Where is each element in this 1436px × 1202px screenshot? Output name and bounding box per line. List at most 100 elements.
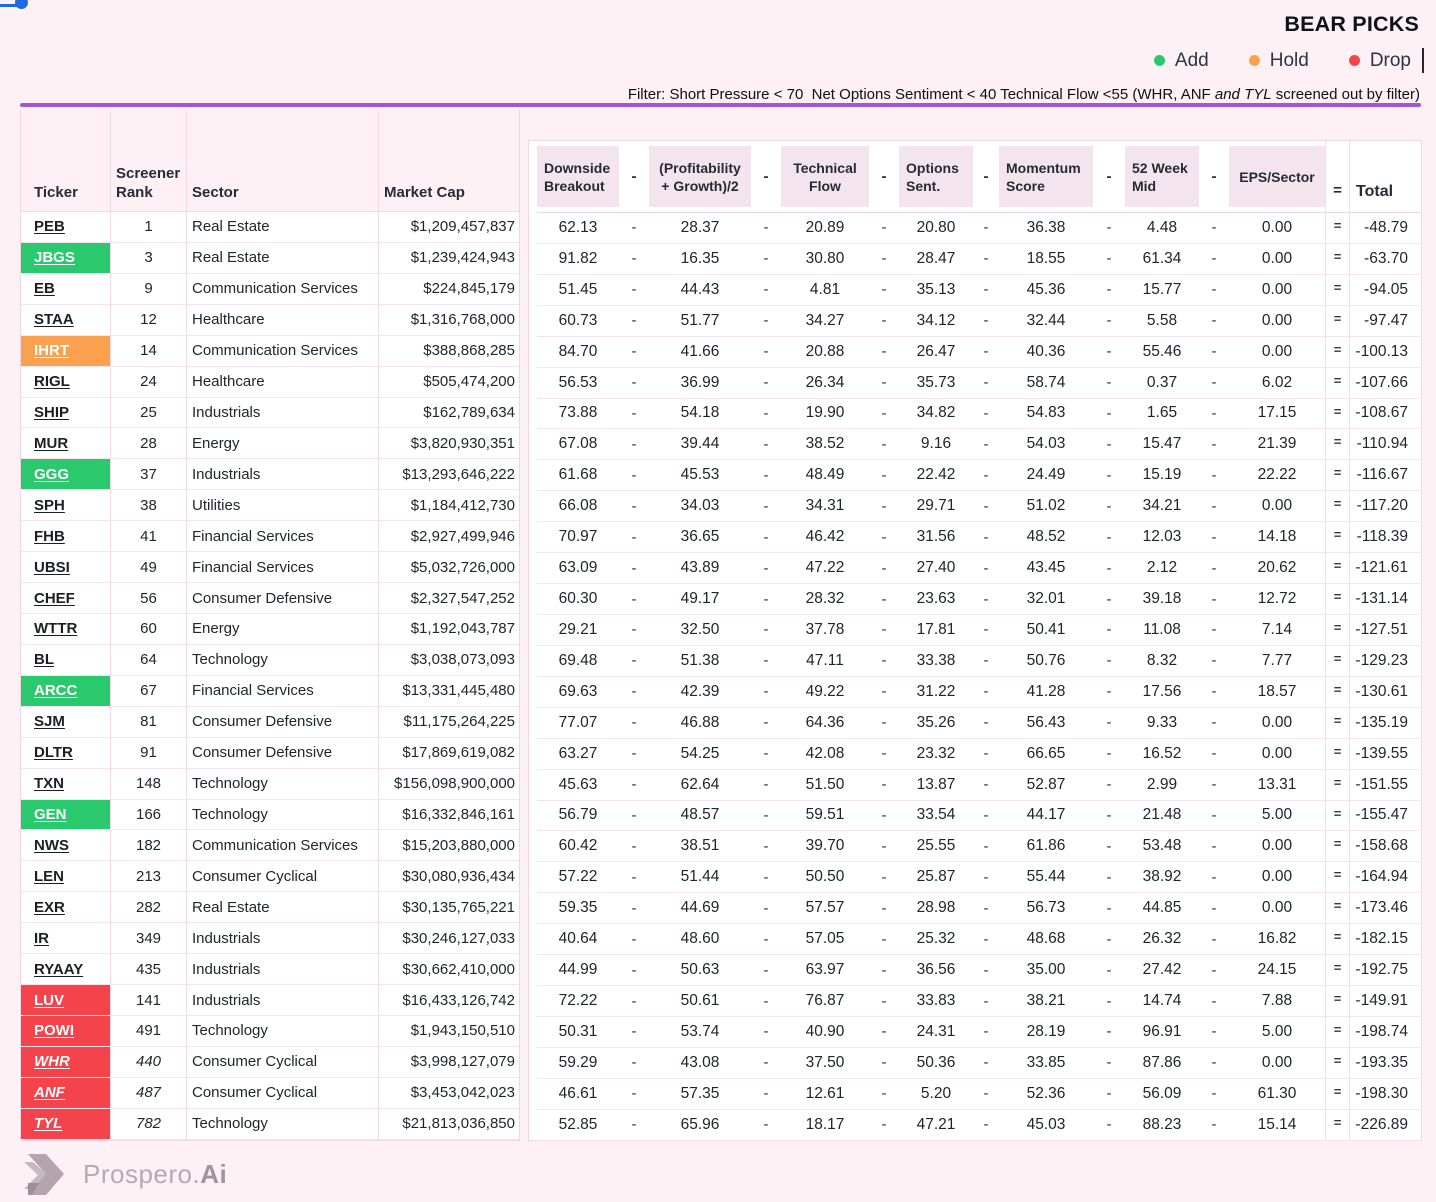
equals-operator: = xyxy=(1325,707,1350,739)
score-cell: 32.50 xyxy=(649,614,751,646)
minus-operator: - xyxy=(1093,460,1125,492)
score-cell: 87.86 xyxy=(1125,1047,1199,1079)
legend-item-drop[interactable]: Drop xyxy=(1348,48,1424,73)
minus-operator: - xyxy=(1199,924,1229,956)
ticker-cell[interactable]: EXR xyxy=(21,892,111,924)
ticker-cell[interactable]: ARCC xyxy=(21,675,111,707)
score-cell: 45.53 xyxy=(649,460,751,492)
score-cell: 18.17 xyxy=(781,1109,869,1141)
filter-note: Filter: Short Pressure < 70 Net Options … xyxy=(628,86,1420,103)
ticker-cell[interactable]: LUV xyxy=(21,985,111,1016)
ticker-cell[interactable]: JBGS xyxy=(21,242,111,274)
ticker-cell[interactable]: GGG xyxy=(21,459,111,491)
rank-cell: 91 xyxy=(111,737,187,769)
minus-operator: - xyxy=(751,522,781,554)
score-cell: 70.97 xyxy=(537,522,619,554)
minus-operator: - xyxy=(751,491,781,523)
minus-operator: - xyxy=(973,243,999,275)
score-cell: 33.38 xyxy=(899,645,973,677)
legend-item-hold[interactable]: Hold xyxy=(1248,49,1309,72)
equals-operator: = xyxy=(1325,831,1350,863)
score-cell: 21.48 xyxy=(1125,800,1199,832)
ticker-cell[interactable]: SHIP xyxy=(21,397,111,429)
ticker-cell[interactable]: FHB xyxy=(21,521,111,553)
minus-operator: - xyxy=(973,522,999,554)
col-header-downside-breakout[interactable]: Downside Breakout xyxy=(537,141,619,213)
score-cell: 56.79 xyxy=(537,800,619,832)
score-cell: 0.00 xyxy=(1229,1047,1325,1079)
top-accent-dot[interactable] xyxy=(15,0,28,9)
col-header-ticker[interactable]: Ticker xyxy=(21,110,111,212)
ticker-cell[interactable]: WTTR xyxy=(21,613,111,645)
legend-label-hold: Hold xyxy=(1269,49,1309,71)
ticker-cell[interactable]: PEB xyxy=(21,212,111,243)
minus-operator: - xyxy=(619,305,649,337)
ticker-cell[interactable]: SPH xyxy=(21,490,111,522)
col-header-options-sent[interactable]: Options Sent. xyxy=(899,141,973,213)
score-cell: 45.36 xyxy=(999,274,1093,306)
sector-cell: Technology xyxy=(187,1015,379,1047)
ticker-cell[interactable]: EB xyxy=(21,273,111,305)
ticker-cell[interactable]: DLTR xyxy=(21,737,111,769)
score-cell: 26.34 xyxy=(781,367,869,399)
market-cap-cell: $156,098,900,000 xyxy=(379,768,519,800)
ticker-cell[interactable]: RYAAY xyxy=(21,954,111,986)
legend-item-add[interactable]: Add xyxy=(1153,50,1209,72)
col-header-profitability-growth[interactable]: (Profitability + Growth)/2 xyxy=(649,141,751,213)
filter-text: Filter: Short Pressure < 70 Net Options … xyxy=(627,86,1215,103)
ticker-cell[interactable]: TYL xyxy=(21,1108,111,1140)
minus-operator: - xyxy=(1199,986,1229,1017)
equals-operator: = xyxy=(1325,1109,1350,1141)
score-cell: 23.63 xyxy=(899,584,973,615)
score-cell: 53.74 xyxy=(649,1016,751,1048)
ticker-cell[interactable]: IR xyxy=(21,923,111,955)
sector-cell: Technology xyxy=(187,644,379,676)
col-header-screener-rank[interactable]: Screener Rank xyxy=(111,110,187,212)
ticker-cell[interactable]: UBSI xyxy=(21,552,111,584)
minus-operator: - xyxy=(619,831,649,863)
ticker-cell[interactable]: SJM xyxy=(21,706,111,738)
score-cell: 44.17 xyxy=(999,800,1093,832)
score-cell: 31.22 xyxy=(899,676,973,708)
ticker-cell[interactable]: BL xyxy=(21,644,111,676)
col-header-momentum-score[interactable]: Momentum Score xyxy=(999,141,1093,213)
ticker-cell[interactable]: TXN xyxy=(21,768,111,800)
text-cursor xyxy=(1422,48,1424,73)
col-header-total[interactable]: Total xyxy=(1350,141,1420,213)
minus-operator: - xyxy=(1093,893,1125,925)
score-cell: 46.61 xyxy=(537,1078,619,1110)
rank-cell: 12 xyxy=(111,304,187,336)
ticker-cell[interactable]: POWI xyxy=(21,1015,111,1047)
sector-cell: Consumer Defensive xyxy=(187,706,379,738)
market-cap-cell: $1,184,412,730 xyxy=(379,490,519,522)
ticker-cell[interactable]: NWS xyxy=(21,830,111,862)
col-header-eps-sector[interactable]: EPS/Sector xyxy=(1229,141,1325,213)
score-cell: 44.43 xyxy=(649,274,751,306)
market-cap-cell: $162,789,634 xyxy=(379,397,519,429)
ticker-cell[interactable]: STAA xyxy=(21,304,111,336)
rank-cell: 166 xyxy=(111,799,187,831)
ticker-cell[interactable]: CHEF xyxy=(21,583,111,614)
ticker-cell[interactable]: RIGL xyxy=(21,366,111,398)
col-header-technical-flow[interactable]: Technical Flow xyxy=(781,141,869,213)
score-cell: 50.61 xyxy=(649,986,751,1017)
ticker-cell[interactable]: ANF xyxy=(21,1077,111,1109)
minus-operator: - xyxy=(751,243,781,275)
score-cell: 14.18 xyxy=(1229,522,1325,554)
minus-operator: - xyxy=(751,429,781,461)
col-header-sector[interactable]: Sector xyxy=(187,110,379,212)
minus-operator: - xyxy=(973,645,999,677)
score-cell: 6.02 xyxy=(1229,367,1325,399)
score-cell: 77.07 xyxy=(537,707,619,739)
minus-operator: - xyxy=(973,1078,999,1110)
score-cell: 0.00 xyxy=(1229,213,1325,244)
col-header-market-cap[interactable]: Market Cap xyxy=(379,110,519,212)
ticker-cell[interactable]: IHRT xyxy=(21,335,111,367)
ticker-cell[interactable]: WHR xyxy=(21,1046,111,1078)
col-header-52-week-mid[interactable]: 52 Week Mid xyxy=(1125,141,1199,213)
score-cell: 36.38 xyxy=(999,213,1093,244)
equals-operator: = xyxy=(1325,305,1350,337)
ticker-cell[interactable]: GEN xyxy=(21,799,111,831)
ticker-cell[interactable]: LEN xyxy=(21,861,111,893)
ticker-cell[interactable]: MUR xyxy=(21,428,111,460)
